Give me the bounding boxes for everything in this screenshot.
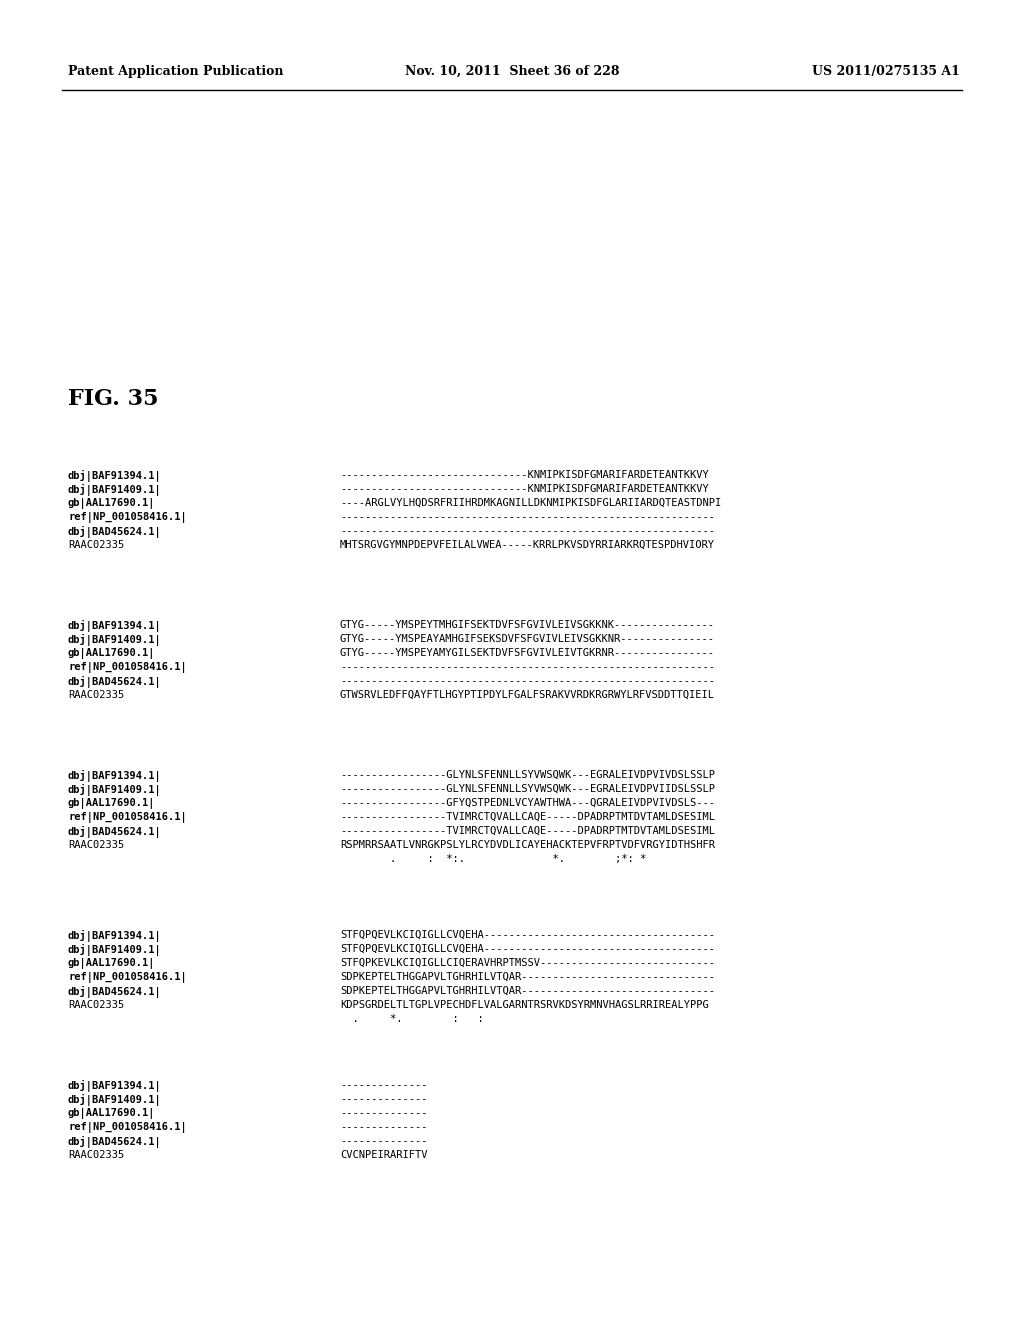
Text: ------------------------------KNMIPKISDFGMARIFARDETEANTKKVY: ------------------------------KNMIPKISDF… [340, 470, 709, 480]
Text: dbj|BAF91409.1|: dbj|BAF91409.1| [68, 484, 162, 496]
Text: SDPKEPTELTHGGAPVLTGHRHILVTQAR-------------------------------: SDPKEPTELTHGGAPVLTGHRHILVTQAR-----------… [340, 972, 715, 982]
Text: -----------------GLYNLSFENNLLSYVWSQWK---EGRALEIVDPVIIDSLSSLP: -----------------GLYNLSFENNLLSYVWSQWK---… [340, 784, 715, 795]
Text: -----------------GLYNLSFENNLLSYVWSQWK---EGRALEIVDPVIVDSLSSLP: -----------------GLYNLSFENNLLSYVWSQWK---… [340, 770, 715, 780]
Text: ref|NP_001058416.1|: ref|NP_001058416.1| [68, 1122, 186, 1133]
Text: Nov. 10, 2011  Sheet 36 of 228: Nov. 10, 2011 Sheet 36 of 228 [404, 65, 620, 78]
Text: gb|AAL17690.1|: gb|AAL17690.1| [68, 958, 156, 969]
Text: dbj|BAF91394.1|: dbj|BAF91394.1| [68, 1080, 162, 1092]
Text: dbj|BAD45624.1|: dbj|BAD45624.1| [68, 525, 162, 539]
Text: Patent Application Publication: Patent Application Publication [68, 65, 284, 78]
Text: ------------------------------------------------------------: ----------------------------------------… [340, 676, 715, 686]
Text: --------------: -------------- [340, 1107, 427, 1118]
Text: --------------: -------------- [340, 1080, 427, 1090]
Text: KDPSGRDELTLTGPLVPECHDFLVALGARNTRSRVKDSYRMNVHAGSLRRIREALYPPG: KDPSGRDELTLTGPLVPECHDFLVALGARNTRSRVKDSYR… [340, 1001, 709, 1010]
Text: SDPKEPTELTHGGAPVLTGHRHILVTQAR-------------------------------: SDPKEPTELTHGGAPVLTGHRHILVTQAR-----------… [340, 986, 715, 997]
Text: ------------------------------------------------------------: ----------------------------------------… [340, 663, 715, 672]
Text: --------------: -------------- [340, 1122, 427, 1133]
Text: dbj|BAF91409.1|: dbj|BAF91409.1| [68, 784, 162, 796]
Text: dbj|BAF91394.1|: dbj|BAF91394.1| [68, 470, 162, 482]
Text: STFQPQEVLKCIQIGLLCVQEHA-------------------------------------: STFQPQEVLKCIQIGLLCVQEHA-----------------… [340, 931, 715, 940]
Text: RAAC02335: RAAC02335 [68, 690, 124, 700]
Text: STFQPKEVLKCIQIGLLCIQERAVHRPTMSSV----------------------------: STFQPKEVLKCIQIGLLCIQERAVHRPTMSSV--------… [340, 958, 715, 968]
Text: -----------------GFYQSTPEDNLVCYAWTHWA---QGRALEIVDPVIVDSLS---: -----------------GFYQSTPEDNLVCYAWTHWA---… [340, 799, 715, 808]
Text: RAAC02335: RAAC02335 [68, 540, 124, 550]
Text: dbj|BAF91409.1|: dbj|BAF91409.1| [68, 944, 162, 956]
Text: gb|AAL17690.1|: gb|AAL17690.1| [68, 1107, 156, 1119]
Text: STFQPQEVLKCIQIGLLCVQEHA-------------------------------------: STFQPQEVLKCIQIGLLCVQEHA-----------------… [340, 944, 715, 954]
Text: dbj|BAF91409.1|: dbj|BAF91409.1| [68, 634, 162, 645]
Text: MHTSRGVGYMNPDEPVFEILALVWEA-----KRRLPKVSDYRRIARKRQTESPDHVIORY: MHTSRGVGYMNPDEPVFEILALVWEA-----KRRLPKVSD… [340, 540, 715, 550]
Text: RSPMRRSAATLVNRGKPSLYLRCYDVDLICAYEHACKTEPVFRPTVDFVRGYIDTHSHFR: RSPMRRSAATLVNRGKPSLYLRCYDVDLICAYEHACKTEP… [340, 840, 715, 850]
Text: dbj|BAF91394.1|: dbj|BAF91394.1| [68, 620, 162, 632]
Text: --------------: -------------- [340, 1094, 427, 1104]
Text: CVCNPEIRARIFTV: CVCNPEIRARIFTV [340, 1150, 427, 1160]
Text: ------------------------------KNMIPKISDFGMARIFARDETEANTKKVY: ------------------------------KNMIPKISDF… [340, 484, 709, 494]
Text: US 2011/0275135 A1: US 2011/0275135 A1 [812, 65, 961, 78]
Text: gb|AAL17690.1|: gb|AAL17690.1| [68, 498, 156, 510]
Text: GTYG-----YMSPEYTMHGIFSEKTDVFSFGVIVLEIVSGKKNK----------------: GTYG-----YMSPEYTMHGIFSEKTDVFSFGVIVLEIVSG… [340, 620, 715, 630]
Text: GTYG-----YMSPEAYAMHGIFSEKSDVFSFGVIVLEIVSGKKNR---------------: GTYG-----YMSPEAYAMHGIFSEKSDVFSFGVIVLEIVS… [340, 634, 715, 644]
Text: ------------------------------------------------------------: ----------------------------------------… [340, 525, 715, 536]
Text: --------------: -------------- [340, 1137, 427, 1146]
Text: ref|NP_001058416.1|: ref|NP_001058416.1| [68, 812, 186, 822]
Text: gb|AAL17690.1|: gb|AAL17690.1| [68, 648, 156, 659]
Text: dbj|BAF91409.1|: dbj|BAF91409.1| [68, 1094, 162, 1106]
Text: GTWSRVLEDFFQAYFTLHGYPTIPDYLFGALFSRAKVVRDKRGRWYLRFVSDDTTQIEIL: GTWSRVLEDFFQAYFTLHGYPTIPDYLFGALFSRAKVVRD… [340, 690, 715, 700]
Text: dbj|BAD45624.1|: dbj|BAD45624.1| [68, 826, 162, 838]
Text: -----------------TVIMRCTQVALLCAQE-----DPADRPTMTDVTAMLDSESIML: -----------------TVIMRCTQVALLCAQE-----DP… [340, 812, 715, 822]
Text: gb|AAL17690.1|: gb|AAL17690.1| [68, 799, 156, 809]
Text: ref|NP_001058416.1|: ref|NP_001058416.1| [68, 972, 186, 983]
Text: ref|NP_001058416.1|: ref|NP_001058416.1| [68, 663, 186, 673]
Text: RAAC02335: RAAC02335 [68, 1001, 124, 1010]
Text: dbj|BAF91394.1|: dbj|BAF91394.1| [68, 770, 162, 781]
Text: -----------------TVIMRCTQVALLCAQE-----DPADRPTMTDVTAMLDSESIML: -----------------TVIMRCTQVALLCAQE-----DP… [340, 826, 715, 836]
Text: dbj|BAD45624.1|: dbj|BAD45624.1| [68, 1137, 162, 1148]
Text: ref|NP_001058416.1|: ref|NP_001058416.1| [68, 512, 186, 523]
Text: FIG. 35: FIG. 35 [68, 388, 159, 411]
Text: .     *.        :   :: . *. : : [340, 1014, 483, 1024]
Text: GTYG-----YMSPEYAMYGILSEKTDVFSFGVIVLEIVTGKRNR----------------: GTYG-----YMSPEYAMYGILSEKTDVFSFGVIVLEIVTG… [340, 648, 715, 657]
Text: dbj|BAD45624.1|: dbj|BAD45624.1| [68, 986, 162, 998]
Text: dbj|BAF91394.1|: dbj|BAF91394.1| [68, 931, 162, 942]
Text: ------------------------------------------------------------: ----------------------------------------… [340, 512, 715, 521]
Text: ----ARGLVYLHQDSRFRIIHRDMKAGNILLDKNMIPKISDFGLARIIARDQTEASTDNPI: ----ARGLVYLHQDSRFRIIHRDMKAGNILLDKNMIPKIS… [340, 498, 721, 508]
Text: RAAC02335: RAAC02335 [68, 1150, 124, 1160]
Text: RAAC02335: RAAC02335 [68, 840, 124, 850]
Text: .     :  *:.              *.        ;*: *: . : *:. *. ;*: * [340, 854, 646, 865]
Text: dbj|BAD45624.1|: dbj|BAD45624.1| [68, 676, 162, 688]
